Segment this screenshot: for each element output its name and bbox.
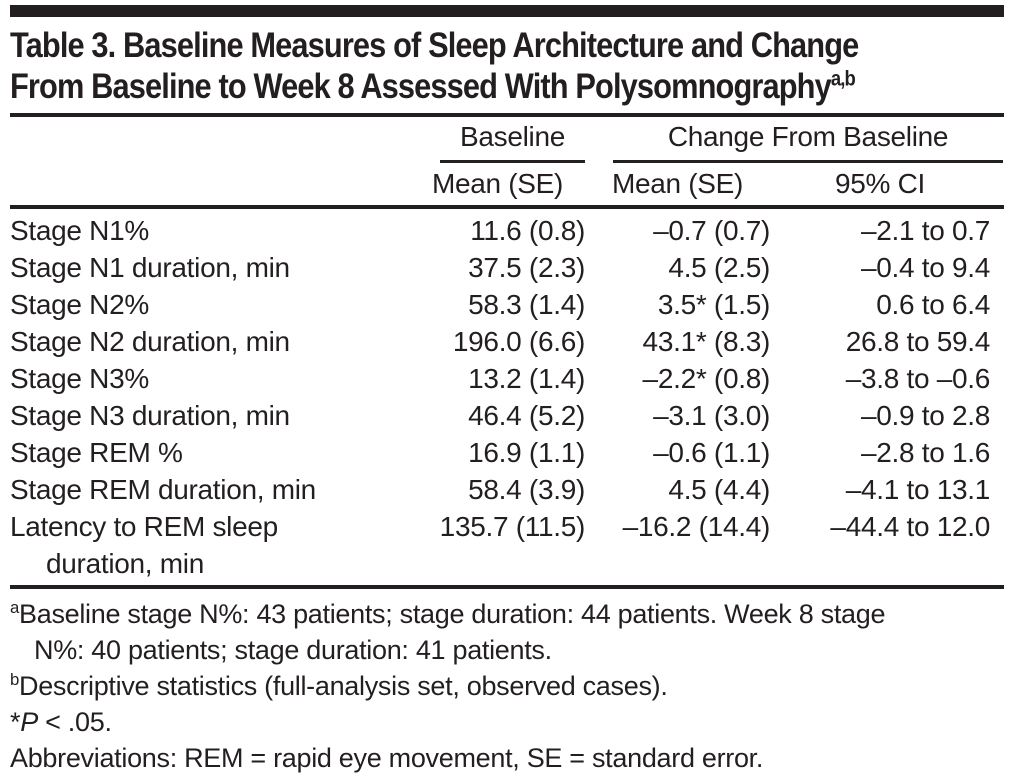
baseline-value: 11.6 (0.8): [470, 215, 585, 246]
row-label: Stage REM duration, min: [10, 474, 316, 505]
table-title-line1: Table 3. Baseline Measures of Sleep Arch…: [10, 26, 859, 65]
table-body: Stage N1% 11.6 (0.8) –0.7 (0.7) –2.1 to …: [0, 209, 1011, 585]
table-row: Latency to REM sleep duration, min 135.7…: [0, 508, 1011, 582]
footnote-a-marker: a: [10, 598, 20, 617]
header-group-row: Baseline Change From Baseline: [0, 117, 1011, 163]
table-title-superscript: a,b: [830, 67, 856, 91]
row-label: Latency to REM sleep duration, min: [10, 508, 410, 582]
change-value: 3.5* (1.5): [657, 289, 770, 320]
baseline-value: 58.4 (3.9): [468, 474, 585, 505]
footnotes: aBaseline stage N%: 43 patients; stage d…: [0, 589, 1011, 776]
p-threshold: < .05.: [37, 707, 112, 737]
row-label-line2: duration, min: [46, 548, 204, 579]
table-row: Stage N2 duration, min 196.0 (6.6) 43.1*…: [0, 323, 1011, 360]
baseline-value: 46.4 (5.2): [468, 400, 585, 431]
ci-value: 0.6 to 6.4: [876, 289, 990, 320]
abbreviations-note: Abbreviations: REM = rapid eye movement,…: [10, 743, 764, 773]
rule-under-title: [10, 113, 1004, 117]
header-95ci: 95% CI: [834, 168, 926, 199]
ci-value: –3.8 to –0.6: [845, 363, 991, 394]
row-label: Stage N3%: [10, 363, 149, 394]
table-row: Stage REM duration, min 58.4 (3.9) 4.5 (…: [0, 471, 1011, 508]
asterisk-marker: *: [10, 707, 21, 737]
baseline-value: 135.7 (11.5): [439, 511, 586, 542]
header-group-change-from-baseline: Change From Baseline: [613, 121, 1003, 163]
table-title-line2-text: From Baseline to Week 8 Assessed With Po…: [10, 67, 832, 106]
header-group-baseline: Baseline: [440, 121, 585, 163]
header-baseline-mean-se: Mean (SE): [431, 168, 564, 199]
change-value: –16.2 (14.4): [622, 511, 771, 542]
footnote-a-line1: aBaseline stage N%: 43 patients; stage d…: [10, 596, 1001, 632]
table-row: Stage N1 duration, min 37.5 (2.3) 4.5 (2…: [0, 249, 1011, 286]
table-row: Stage N1% 11.6 (0.8) –0.7 (0.7) –2.1 to …: [0, 212, 1011, 249]
ci-value: –0.9 to 2.8: [860, 400, 990, 431]
baseline-value: 16.9 (1.1): [468, 437, 585, 468]
change-value: –0.7 (0.7): [653, 215, 770, 246]
footnote-a-line2: N%: 40 patients; stage duration: 41 pati…: [34, 635, 552, 665]
table-row: Stage N2% 58.3 (1.4) 3.5* (1.5) 0.6 to 6…: [0, 286, 1011, 323]
table-title-line2: From Baseline to Week 8 Assessed With Po…: [10, 66, 1011, 107]
change-value: 4.5 (2.5): [668, 252, 770, 283]
baseline-value: 13.2 (1.4): [468, 363, 585, 394]
baseline-value: 37.5 (2.3): [468, 252, 585, 283]
row-label-line1: Latency to REM sleep: [10, 511, 278, 542]
ci-value: –2.8 to 1.6: [860, 437, 990, 468]
row-label: Stage N2%: [10, 289, 149, 320]
footnote-p-value: *P < .05.: [10, 704, 1001, 740]
row-label: Stage N3 duration, min: [10, 400, 290, 431]
row-label: Stage N2 duration, min: [10, 326, 290, 357]
change-value: 4.5 (4.4): [668, 474, 770, 505]
row-label: Stage N1 duration, min: [10, 252, 290, 283]
table-row: Stage N3 duration, min 46.4 (5.2) –3.1 (…: [0, 397, 1011, 434]
footnote-b: bDescriptive statistics (full-analysis s…: [10, 668, 1001, 704]
header-subrow: Mean (SE) Mean (SE) 95% CI: [0, 163, 1011, 205]
change-value: –3.1 (3.0): [653, 400, 770, 431]
change-value: –2.2* (0.8): [642, 363, 771, 394]
footnote-b-text: Descriptive statistics (full-analysis se…: [19, 671, 668, 701]
ci-value: –2.1 to 0.7: [860, 215, 990, 246]
ci-value: –4.1 to 13.1: [845, 474, 991, 505]
top-heavy-rule: [10, 5, 1004, 17]
ci-value: –0.4 to 9.4: [860, 252, 990, 283]
ci-value: –44.4 to 12.0: [830, 511, 990, 542]
baseline-value: 58.3 (1.4): [468, 289, 585, 320]
row-label: Stage REM %: [10, 437, 183, 468]
header-change-mean-se: Mean (SE): [611, 168, 744, 199]
table-row: Stage N3% 13.2 (1.4) –2.2* (0.8) –3.8 to…: [0, 360, 1011, 397]
ci-value: 26.8 to 59.4: [845, 326, 991, 357]
change-value: 43.1* (8.3): [642, 326, 771, 357]
baseline-value: 196.0 (6.6): [452, 326, 585, 357]
table-row: Stage REM % 16.9 (1.1) –0.6 (1.1) –2.8 t…: [0, 434, 1011, 471]
row-label: Stage N1%: [10, 215, 149, 246]
p-symbol: P: [20, 707, 38, 737]
rule-under-header: [10, 205, 1004, 209]
rule-above-footnotes: [10, 585, 1004, 589]
table-title: Table 3. Baseline Measures of Sleep Arch…: [10, 25, 1011, 107]
footnote-a-text1: Baseline stage N%: 43 patients; stage du…: [19, 599, 886, 629]
change-value: –0.6 (1.1): [653, 437, 770, 468]
footnote-b-marker: b: [10, 670, 20, 689]
